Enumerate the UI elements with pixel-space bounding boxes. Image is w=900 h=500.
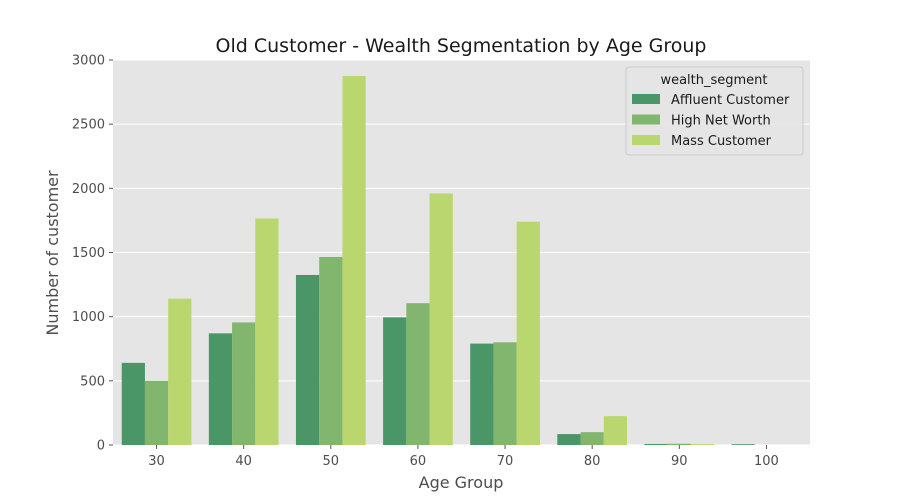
- bar: [580, 432, 604, 445]
- bar: [144, 380, 169, 445]
- x-tick-label: 80: [584, 454, 601, 469]
- bars: [121, 76, 755, 446]
- bar: [255, 218, 279, 445]
- legend-item: Affluent Customer: [632, 93, 790, 108]
- bar: [644, 443, 668, 445]
- legend-swatch: [632, 94, 660, 104]
- bar: [168, 298, 192, 445]
- bar: [731, 444, 755, 445]
- y-tick-label: 500: [80, 374, 105, 389]
- legend-label: Affluent Customer: [671, 93, 790, 108]
- bar: [690, 444, 715, 445]
- legend-swatch: [632, 135, 660, 145]
- legend: wealth_segment Affluent Customer High Net…: [625, 66, 804, 156]
- bar: [667, 443, 691, 445]
- bar: [493, 342, 517, 445]
- bar: [557, 434, 581, 445]
- legend-item: Mass Customer: [632, 134, 772, 149]
- legend-title: wealth_segment: [660, 73, 767, 88]
- legend-swatch: [632, 114, 660, 125]
- y-axis-ticks: 0 500 1000 1500 2000 2500 3000: [72, 54, 113, 454]
- bar: [208, 333, 233, 445]
- bar: [406, 303, 430, 445]
- bar: [319, 256, 343, 445]
- x-axis-label: Age Group: [419, 473, 504, 492]
- bar: [516, 221, 540, 445]
- bar: [342, 76, 366, 446]
- x-tick-label: 60: [410, 454, 427, 469]
- legend-label: Mass Customer: [671, 134, 772, 149]
- bar: [121, 362, 145, 445]
- bar: [603, 416, 628, 445]
- x-tick-label: 30: [148, 454, 165, 469]
- bar: [383, 317, 407, 445]
- y-tick-label: 2500: [72, 118, 105, 133]
- x-axis-ticks: 30 40 50 60 70 80 90 100: [148, 445, 779, 469]
- x-tick-label: 90: [671, 454, 688, 469]
- bar: [232, 322, 256, 445]
- bar: [470, 343, 494, 445]
- x-tick-label: 100: [754, 454, 779, 469]
- legend-items: Affluent Customer High Net Worth Mass Cust…: [632, 93, 790, 149]
- bar: [429, 193, 453, 445]
- legend-item: High Net Worth: [632, 114, 771, 129]
- x-tick-label: 50: [323, 454, 340, 469]
- y-tick-label: 3000: [72, 54, 105, 69]
- x-tick-label: 40: [235, 454, 252, 469]
- legend-box: [625, 66, 804, 156]
- y-tick-label: 2000: [72, 182, 105, 197]
- x-tick-label: 70: [497, 454, 514, 469]
- bar: [295, 274, 320, 445]
- y-tick-label: 1000: [72, 310, 105, 325]
- legend-label: High Net Worth: [671, 114, 771, 129]
- y-tick-label: 1500: [72, 246, 105, 261]
- y-tick-label: 0: [97, 439, 105, 454]
- chart-title: Old Customer - Wealth Segmentation by Ag…: [216, 35, 707, 57]
- y-axis-label: Number of customer: [43, 170, 62, 336]
